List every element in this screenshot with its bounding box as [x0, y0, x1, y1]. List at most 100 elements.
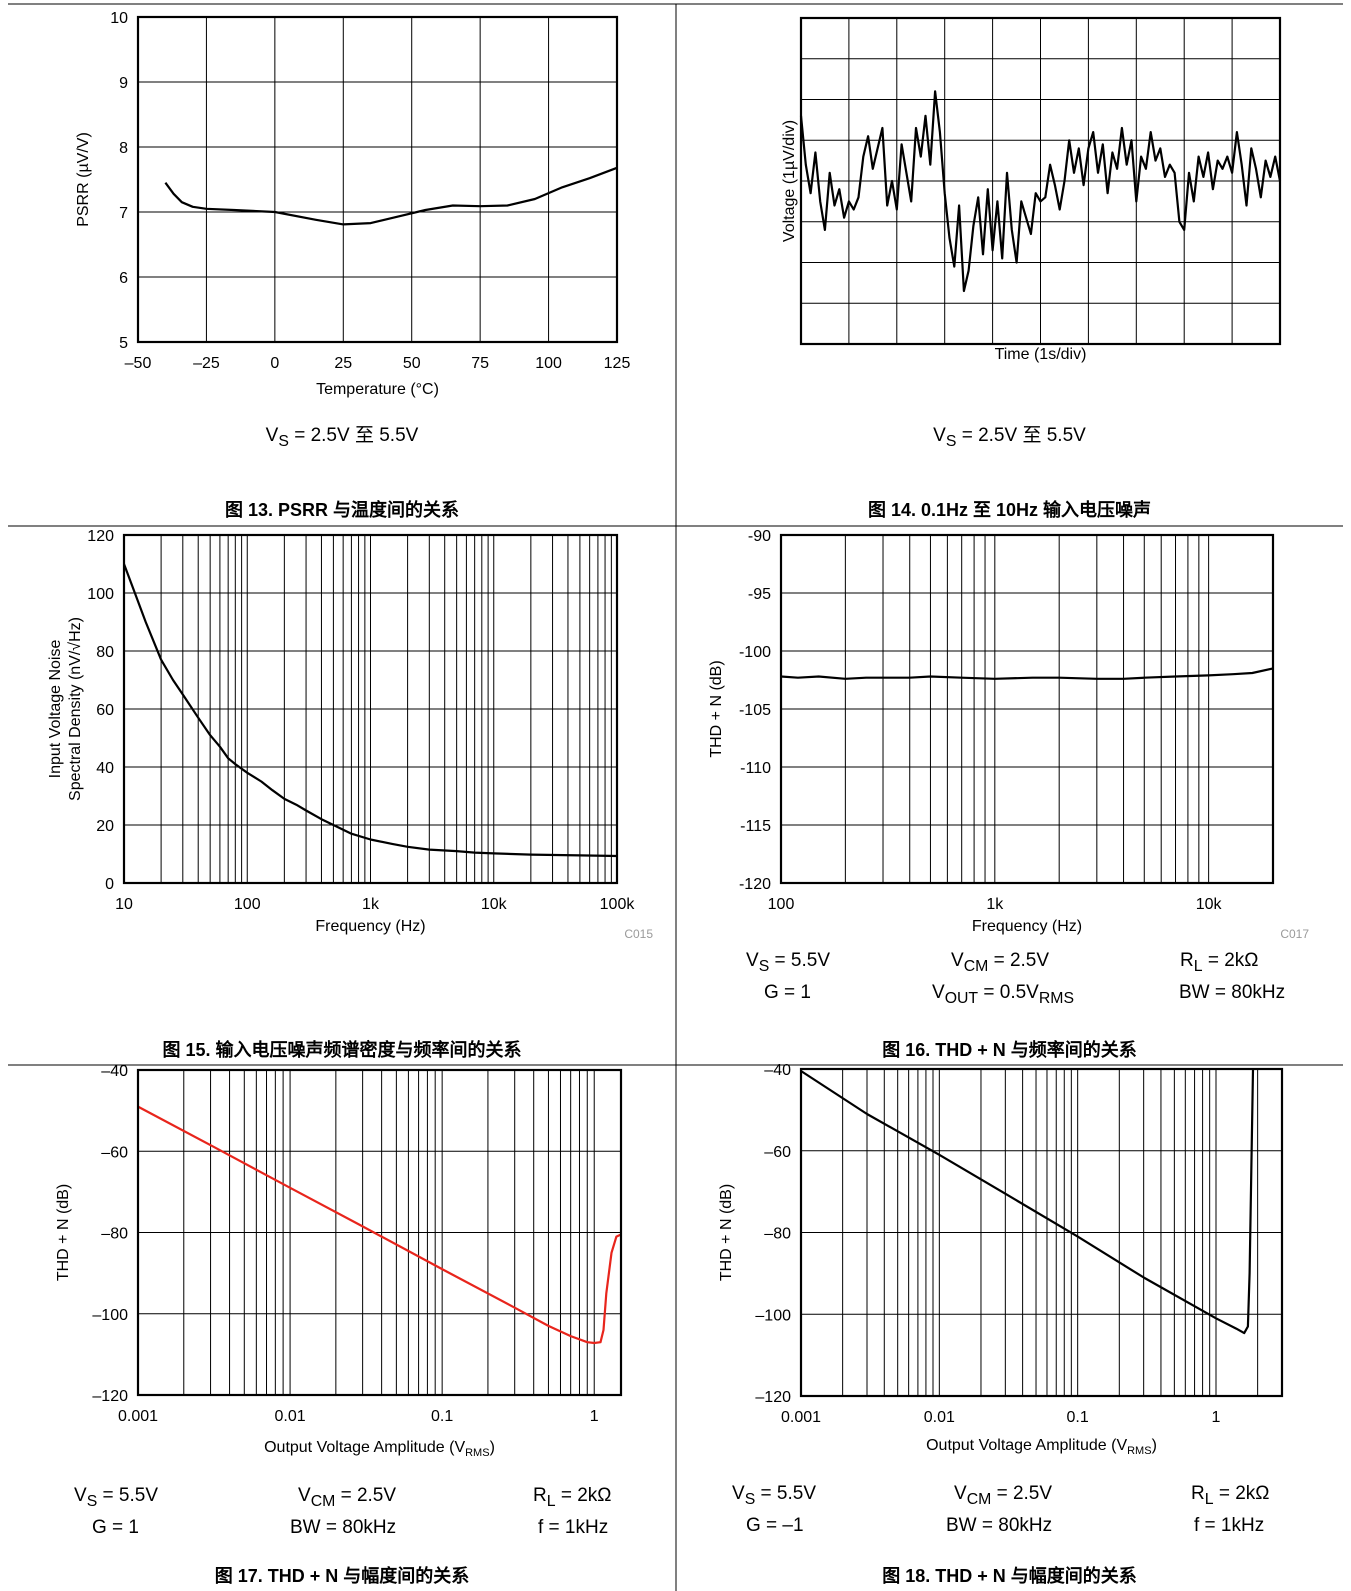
plot-frame [799, 16, 1282, 346]
figure-code: C015 [624, 927, 653, 941]
thdn-vs-amplitude-g-1-chart: 0.001 0.01 0.1 1 –120 –100 –80 –60 –40 Output Vol… [718, 1062, 1284, 1457]
y-axis-label: Input Voltage Noise [47, 640, 64, 779]
x-tick-label: 100k [600, 896, 636, 913]
x-tick-label: –25 [193, 355, 220, 372]
figure-caption: 图 13. PSRR 与温度间的关系 [224, 500, 460, 520]
condition-bw: BW = 80kHz [1179, 982, 1286, 1003]
figure-16-cell: 100 1k 10k -120 -115 -110 -105 -100 -95 -90 Freque… [676, 526, 1343, 1065]
condition-rl: RL = 2kΩ [1191, 1483, 1270, 1508]
data-series-line [122, 563, 618, 858]
y-tick-label: 40 [96, 760, 114, 777]
y-tick-label: –120 [92, 1388, 128, 1405]
thdn-vs-amplitude-g1-chart: 0.001 0.01 0.1 1 –120 –100 –80 –60 –40 Output Vol… [55, 1063, 623, 1459]
y-tick-label: 5 [119, 335, 128, 352]
x-tick-label: –50 [125, 355, 152, 372]
y-tick-label: 10 [110, 10, 128, 27]
figure-14-cell: Time (1s/div) Voltage (1µV/div) VS = 2.5V… [676, 4, 1343, 526]
condition-vs: VS = 5.5V [732, 1483, 816, 1508]
y-tick-label: –60 [101, 1144, 128, 1161]
condition-f: f = 1kHz [538, 1517, 609, 1538]
plot-area [138, 17, 617, 342]
plot-frame [779, 533, 1275, 885]
figure-caption: 图 14. 0.1Hz 至 10Hz 输入电压噪声 [867, 500, 1152, 520]
y-tick-label: 6 [119, 270, 128, 287]
x-tick-label: 100 [234, 896, 261, 913]
y-tick-label: –60 [764, 1144, 791, 1161]
condition-vs: VS = 2.5V 至 5.5V [265, 425, 419, 450]
figure-18-cell: 0.001 0.01 0.1 1 –120 –100 –80 –60 –40 Output Vol… [676, 1062, 1343, 1591]
x-tick-label: 100 [768, 896, 795, 913]
x-axis-label: Time (1s/div) [995, 346, 1087, 363]
psrr-vs-temperature-chart: –50 –25 0 25 50 75 100 125 5 6 7 8 9 10 Temperature (°… [75, 10, 631, 398]
x-tick-label: 10k [1196, 896, 1223, 913]
figure-caption: 图 18. THD + N 与幅度间的关系 [882, 1566, 1137, 1586]
figure-15-cell: 10 100 1k 10k 100k 0 20 40 60 80 100 120 Frequency (… [8, 526, 676, 1065]
condition-vs: VS = 2.5V 至 5.5V [933, 425, 1086, 450]
y-axis-label: PSRR (µV/V) [75, 132, 92, 227]
condition-vs: VS = 5.5V [74, 1485, 158, 1510]
figure-caption: 图 15. 输入电压噪声频谱密度与频率间的关系 [162, 1040, 522, 1060]
x-axis-label: Output Voltage Amplitude (VRMS) [264, 1439, 495, 1459]
y-tick-label: 7 [119, 205, 128, 222]
y-tick-label: –100 [755, 1307, 791, 1324]
y-tick-label: 0 [105, 876, 114, 893]
condition-vcm: VCM = 2.5V [954, 1483, 1053, 1508]
y-tick-label: 9 [119, 75, 128, 92]
y-tick-label: –40 [764, 1062, 791, 1079]
y-tick-label: -105 [739, 702, 771, 719]
figure-caption: 图 17. THD + N 与幅度间的关系 [214, 1566, 470, 1586]
figure-17-cell: 0.001 0.01 0.1 1 –120 –100 –80 –60 –40 Output Vol… [8, 1063, 676, 1591]
y-tick-label: -110 [740, 760, 771, 777]
figure-13-cell: –50 –25 0 25 50 75 100 125 5 6 7 8 9 10 Temperature (°… [8, 4, 676, 526]
x-axis-label: Temperature (°C) [316, 381, 439, 398]
data-series-line [164, 166, 618, 226]
x-tick-label: 100 [535, 355, 562, 372]
y-tick-label: -100 [739, 644, 771, 661]
condition-rl: RL = 2kΩ [1180, 950, 1259, 975]
y-tick-label: 8 [119, 140, 128, 157]
data-series-line [800, 1068, 1255, 1335]
plot-frame [136, 15, 619, 344]
data-series-line [799, 90, 1282, 293]
x-tick-label: 125 [604, 355, 631, 372]
x-tick-label: 0.01 [924, 1409, 955, 1426]
x-axis-label: Frequency (Hz) [315, 918, 425, 935]
x-tick-label: 50 [403, 355, 421, 372]
condition-f: f = 1kHz [1194, 1515, 1265, 1536]
y-tick-label: 80 [96, 644, 114, 661]
y-axis-label: THD + N (dB) [55, 1184, 72, 1281]
figure-code: C017 [1280, 927, 1309, 941]
x-tick-label: 10 [115, 896, 133, 913]
x-tick-label: 0.1 [1067, 1409, 1089, 1426]
x-tick-label: 25 [334, 355, 352, 372]
y-tick-label: -90 [748, 528, 771, 545]
condition-vs: VS = 5.5V [746, 950, 830, 975]
condition-gain: G = 1 [764, 982, 811, 1003]
condition-vcm: VCM = 2.5V [951, 950, 1050, 975]
data-series-line [780, 667, 1274, 680]
y-tick-label: –40 [101, 1063, 128, 1080]
x-tick-label: 10k [481, 896, 508, 913]
x-tick-label: 0.001 [118, 1408, 158, 1425]
plot-frame [799, 1067, 1284, 1398]
y-tick-label: –80 [764, 1226, 791, 1243]
noise-density-vs-frequency-chart: 10 100 1k 10k 100k 0 20 40 60 80 100 120 Frequency (… [47, 528, 653, 941]
data-series-line [137, 1105, 622, 1345]
x-axis-label: Frequency (Hz) [972, 918, 1082, 935]
y-tick-label: –100 [92, 1307, 128, 1324]
condition-rl: RL = 2kΩ [533, 1485, 612, 1510]
y-tick-label: –80 [101, 1226, 128, 1243]
x-axis-label: Output Voltage Amplitude (VRMS) [926, 1437, 1157, 1457]
y-tick-label: 20 [96, 818, 114, 835]
x-tick-label: 0.001 [781, 1409, 821, 1426]
x-tick-label: 1k [986, 896, 1004, 913]
x-tick-label: 0.01 [275, 1408, 306, 1425]
condition-bw: BW = 80kHz [290, 1517, 397, 1538]
plot-frame [122, 533, 619, 885]
y-tick-label: -95 [748, 586, 771, 603]
condition-vout: VOUT = 0.5VRMS [932, 982, 1075, 1007]
y-axis-label: Voltage (1µV/div) [781, 120, 798, 242]
x-tick-label: 0 [270, 355, 279, 372]
x-tick-label: 75 [471, 355, 489, 372]
y-tick-label: 60 [96, 702, 114, 719]
